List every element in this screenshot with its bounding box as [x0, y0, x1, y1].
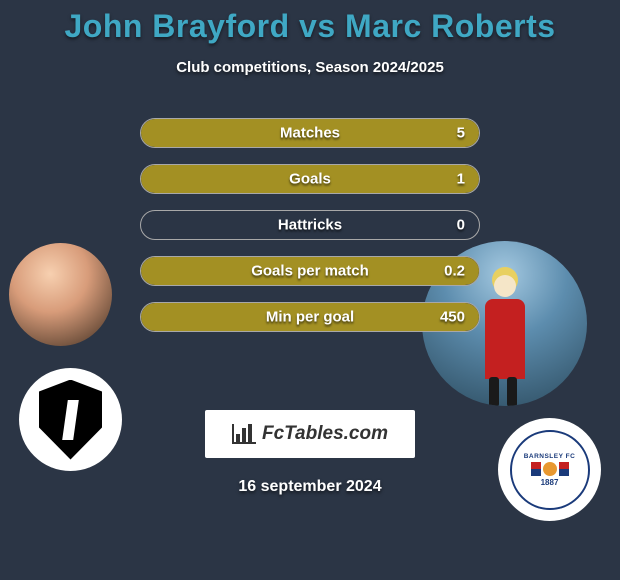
stat-row-hattricks: Hattricks 0: [140, 210, 480, 240]
club-left-shield-icon: [36, 380, 106, 460]
club-right-crest-icon: BARNSLEY FC 1887: [510, 430, 590, 510]
subtitle: Club competitions, Season 2024/2025: [0, 59, 620, 76]
bar-chart-icon: [232, 424, 256, 444]
club-right-badge: BARNSLEY FC 1887: [498, 418, 601, 521]
stat-row-goals-per-match: Goals per match 0.2: [140, 256, 480, 286]
stats-area: BARNSLEY FC 1887 Matches 5 Goals 1: [0, 118, 620, 348]
crest-text: BARNSLEY FC: [524, 453, 576, 460]
player-right-figure-icon: [485, 299, 525, 379]
stat-row-min-per-goal: Min per goal 450: [140, 302, 480, 332]
stat-value: 5: [457, 125, 465, 142]
stat-label: Matches: [280, 125, 340, 142]
footer-logo-text: FcTables.com: [262, 423, 388, 445]
stat-label: Hattricks: [278, 217, 342, 234]
comparison-card: John Brayford vs Marc Roberts Club compe…: [0, 0, 620, 580]
stat-label: Goals per match: [251, 263, 369, 280]
stat-label: Goals: [289, 171, 331, 188]
crest-flags-icon: [531, 462, 569, 476]
stat-value: 1: [457, 171, 465, 188]
stat-value: 0.2: [444, 263, 465, 280]
stat-row-goals: Goals 1: [140, 164, 480, 194]
page-title: John Brayford vs Marc Roberts: [0, 8, 620, 45]
stat-label: Min per goal: [266, 309, 354, 326]
footer-logo: FcTables.com: [205, 410, 415, 458]
stat-value: 450: [440, 309, 465, 326]
club-left-badge: [19, 368, 122, 471]
player-left-avatar: [9, 243, 112, 346]
crest-year: 1887: [541, 478, 559, 487]
stat-value: 0: [457, 217, 465, 234]
stat-row-matches: Matches 5: [140, 118, 480, 148]
